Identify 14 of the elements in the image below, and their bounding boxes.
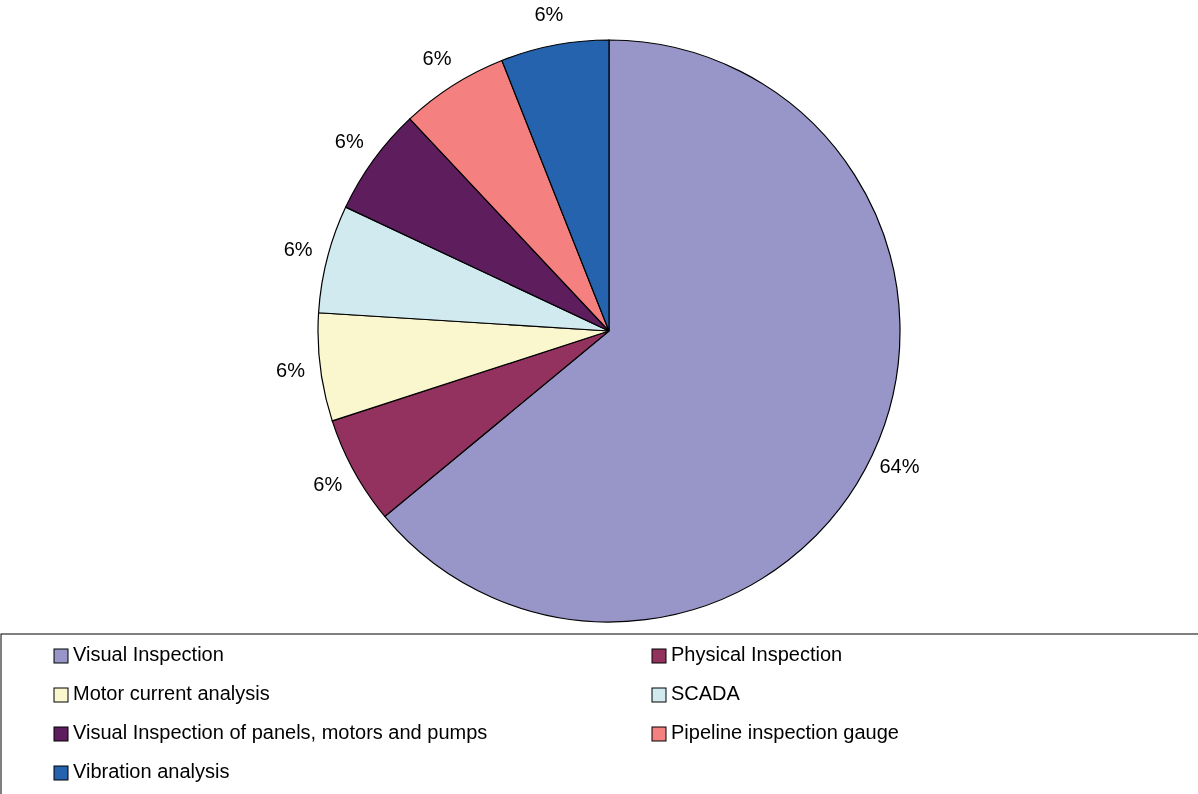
legend-label: Physical Inspection: [671, 643, 843, 666]
legend-label: SCADA: [671, 682, 741, 705]
data-label: 64%: [879, 454, 920, 477]
legend-label: Visual Inspection: [73, 643, 224, 666]
data-label: 6%: [334, 129, 364, 152]
data-label: 6%: [283, 238, 313, 261]
legend-label: Motor current analysis: [73, 682, 270, 705]
legend-label: Pipeline inspection gauge: [671, 721, 899, 744]
data-label: 6%: [422, 47, 452, 70]
legend-label: Visual Inspection of panels, motors and pumps: [73, 721, 488, 744]
legend-label: Vibration analysis: [73, 760, 230, 783]
data-label: 6%: [534, 2, 564, 25]
data-label: 6%: [276, 358, 306, 381]
data-label: 6%: [313, 472, 343, 495]
